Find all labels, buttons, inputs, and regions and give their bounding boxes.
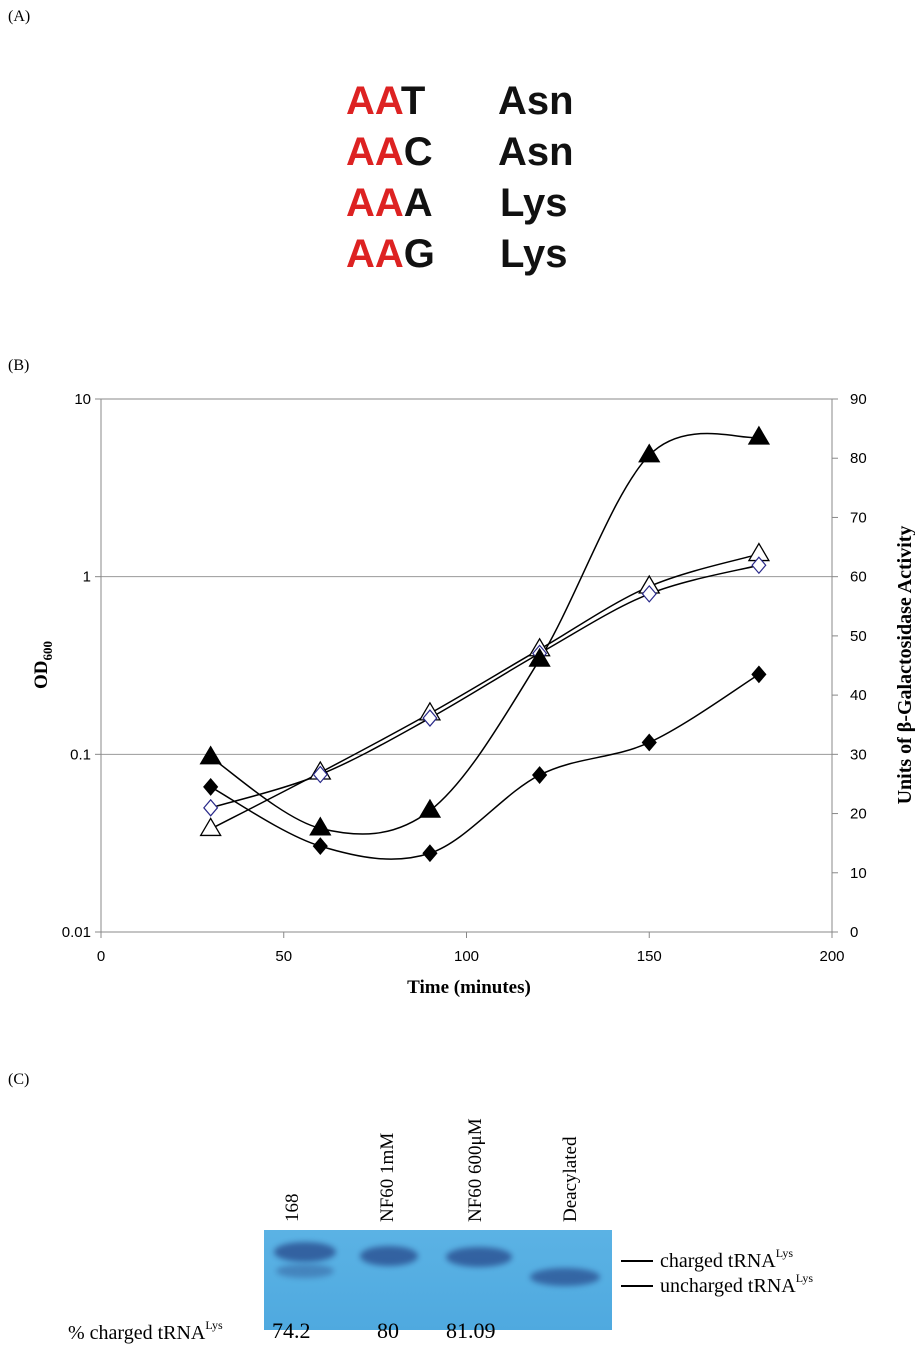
x-tick-label: 50 — [275, 948, 292, 965]
x-tick-label: 100 — [454, 948, 479, 965]
data-point-open-diamond — [312, 765, 328, 784]
uncharged-band-pointer — [621, 1285, 653, 1287]
x-tick-label: 150 — [637, 948, 662, 965]
grid-lines — [101, 576, 832, 755]
data-point-filled-triangle — [747, 425, 771, 445]
y-left-axis-title: OD600 — [31, 641, 55, 689]
series-line-filled-diamond — [210, 673, 760, 860]
y-right-tick-label: 40 — [850, 687, 867, 704]
y-right-axis-title: Units of β-Galactosidase Activity — [894, 526, 915, 805]
y-right-tick-label: 30 — [850, 746, 867, 763]
uncharged-band-lane-1 — [276, 1264, 334, 1278]
charged-band-lane-3 — [446, 1247, 512, 1267]
gel-image — [264, 1230, 612, 1330]
codon-suffix: T — [400, 79, 426, 123]
data-point-open-diamond — [203, 798, 219, 817]
panel-c-label: (C) — [8, 1071, 30, 1088]
x-axis-title: Time (minutes) — [407, 977, 531, 998]
data-point-filled-diamond — [751, 665, 767, 684]
series-line-open-triangle — [210, 553, 760, 830]
data-point-open-diamond — [751, 556, 767, 575]
y-right-tick-label: 0 — [850, 924, 858, 941]
codon-suffix: C — [403, 130, 433, 174]
data-point-open-diamond — [641, 584, 657, 603]
charged-band-pointer — [621, 1260, 653, 1262]
y-left-tick-label: 0.1 — [70, 746, 91, 763]
y-right-tick-label: 90 — [850, 391, 867, 408]
y-right-tick-label: 70 — [850, 509, 867, 526]
y-right-tick-label: 80 — [850, 450, 867, 467]
data-point-open-diamond — [422, 709, 438, 727]
lane-label-nf60-600um: NF60 600μM — [465, 1118, 486, 1222]
percent-value-168: 74.2 — [272, 1318, 311, 1343]
amino-acid: Lys — [500, 181, 568, 225]
series-line-filled-triangle — [210, 432, 760, 835]
series-lines — [210, 432, 760, 860]
y-left-tick-label: 0.01 — [62, 924, 91, 941]
y-left-tick-label: 10 — [74, 391, 91, 408]
data-point-filled-diamond — [312, 837, 328, 856]
panel-b-label: (B) — [8, 357, 30, 374]
charged-band-lane-2 — [360, 1246, 418, 1266]
lane-label-deacylated: Deacylated — [560, 1136, 581, 1222]
percent-charged-label: % charged tRNALys — [68, 1318, 223, 1344]
data-point-filled-diamond — [422, 844, 438, 863]
data-point-open-triangle — [199, 817, 222, 837]
codon-prefix: AA — [346, 79, 401, 123]
codon-suffix: A — [403, 181, 433, 225]
charged-band-lane-1 — [274, 1242, 336, 1262]
series-line-open-diamond — [210, 564, 760, 809]
codon-suffix: G — [403, 232, 435, 276]
amino-acid: Lys — [500, 232, 568, 276]
y-right-tick-label: 10 — [850, 865, 867, 882]
codon-prefix: AA — [346, 181, 404, 225]
panel-a-label: (A) — [8, 8, 31, 25]
y-right-tick-label: 50 — [850, 628, 867, 645]
data-point-filled-triangle — [309, 816, 332, 836]
data-point-filled-diamond — [532, 766, 548, 784]
codon-prefix: AA — [346, 130, 404, 174]
y-right-tick-label: 20 — [850, 806, 867, 823]
data-point-filled-triangle — [638, 443, 661, 463]
data-point-filled-triangle — [528, 647, 551, 667]
codon-prefix: AA — [346, 232, 404, 276]
amino-acid: Asn — [498, 130, 574, 174]
data-point-filled-diamond — [203, 777, 219, 796]
x-tick-label: 0 — [97, 948, 105, 965]
chart-axes — [95, 398, 838, 938]
uncharged-band-label: uncharged tRNALys — [660, 1271, 814, 1297]
data-point-filled-triangle — [199, 745, 222, 765]
lane-label-168: 168 — [282, 1193, 303, 1223]
uncharged-band-lane-4 — [530, 1268, 600, 1286]
y-left-tick-label: 1 — [83, 569, 91, 586]
lane-label-nf60-1mm: NF60 1mM — [377, 1132, 398, 1222]
data-point-filled-triangle — [418, 798, 442, 818]
percent-value-nf60-1mm: 80 — [377, 1318, 399, 1343]
amino-acid: Asn — [498, 79, 574, 123]
data-markers — [199, 425, 771, 863]
percent-value-nf60-600um: 81.09 — [446, 1318, 496, 1343]
charged-band-label: charged tRNALys — [660, 1246, 794, 1272]
data-point-filled-diamond — [641, 733, 657, 752]
x-tick-label: 200 — [819, 948, 844, 965]
y-right-tick-label: 60 — [850, 569, 867, 586]
